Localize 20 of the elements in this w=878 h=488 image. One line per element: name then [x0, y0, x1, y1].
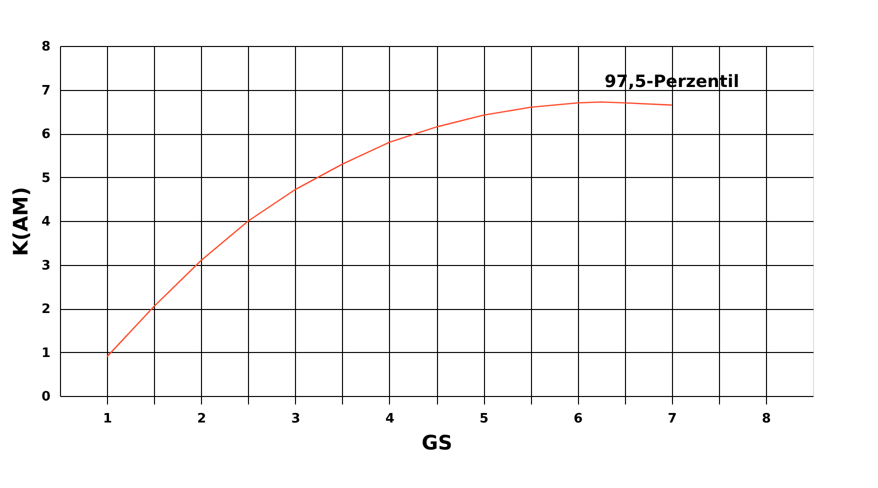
y-tick-label: 3 — [41, 258, 50, 274]
y-tick-label: 7 — [41, 83, 50, 98]
y-axis-title: K(AM) — [8, 186, 32, 256]
y-tick-label: 0 — [41, 390, 50, 404]
x-tick-label: 1 — [103, 412, 112, 426]
y-tick-label: 6 — [41, 127, 50, 142]
x-tick-label: 2 — [197, 412, 206, 426]
x-tick-label: 5 — [480, 412, 489, 426]
y-tick-label: 1 — [41, 346, 50, 361]
x-tick-label: 6 — [574, 412, 583, 426]
line-series — [106, 101, 672, 358]
x-tick-label: 8 — [762, 412, 771, 426]
y-tick-label: 4 — [41, 214, 50, 230]
x-tick-label: 4 — [385, 412, 394, 426]
y-tick-label: 5 — [41, 170, 50, 186]
y-tick-label: 2 — [41, 302, 50, 317]
x-axis-title: GS — [422, 430, 452, 454]
x-tick-label: 7 — [668, 412, 677, 426]
x-tick-label: 3 — [291, 412, 300, 426]
y-tick-label: 8 — [41, 40, 50, 54]
